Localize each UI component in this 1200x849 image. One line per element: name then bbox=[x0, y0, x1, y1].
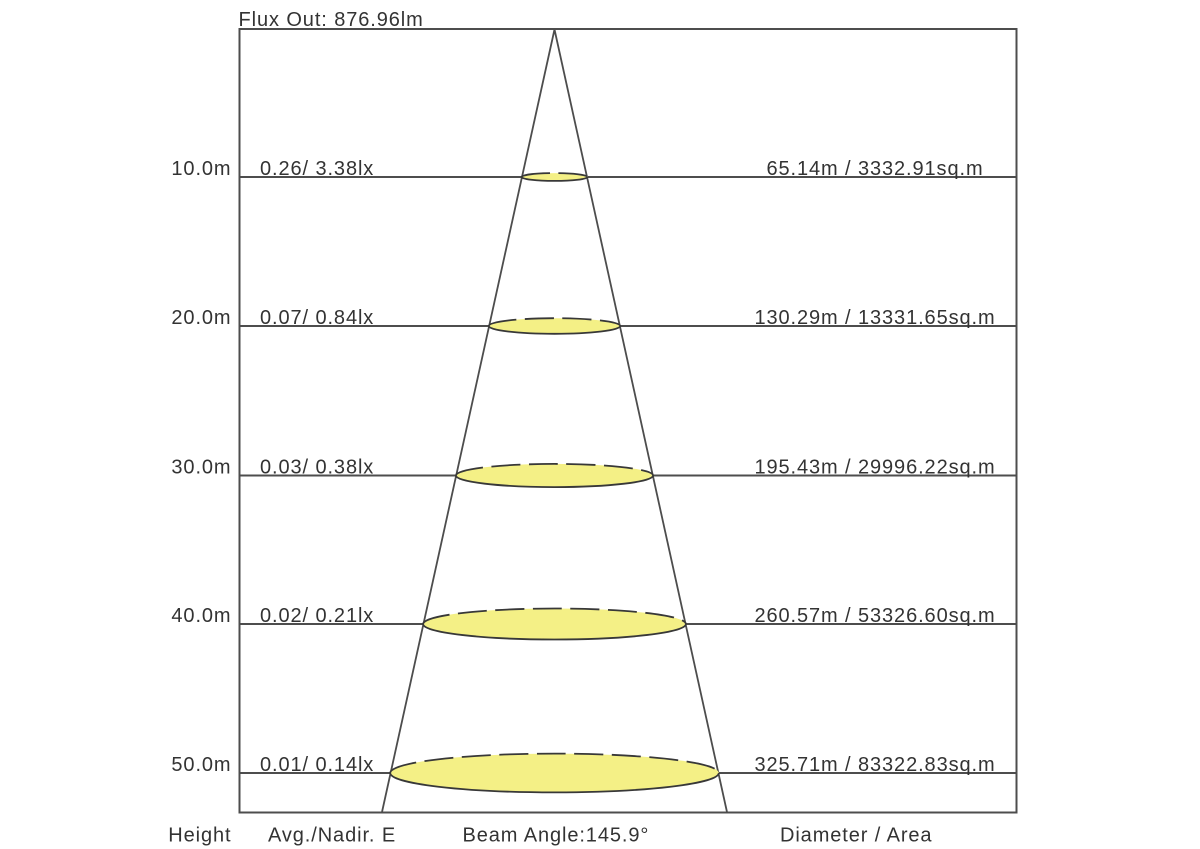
svg-text:0.26/ 3.38lx: 0.26/ 3.38lx bbox=[260, 158, 374, 180]
svg-text:Beam Angle:145.9°: Beam Angle:145.9° bbox=[463, 825, 650, 847]
svg-text:260.57m / 53326.60sq.m: 260.57m / 53326.60sq.m bbox=[754, 605, 995, 627]
svg-text:130.29m / 13331.65sq.m: 130.29m / 13331.65sq.m bbox=[754, 307, 995, 329]
svg-text:0.03/ 0.38lx: 0.03/ 0.38lx bbox=[260, 456, 374, 478]
svg-text:50.0m: 50.0m bbox=[171, 754, 231, 776]
svg-text:Flux Out: 876.96lm: Flux Out: 876.96lm bbox=[239, 9, 424, 31]
svg-text:Diameter / Area: Diameter / Area bbox=[780, 825, 932, 847]
svg-text:20.0m: 20.0m bbox=[171, 307, 231, 329]
svg-text:65.14m / 3332.91sq.m: 65.14m / 3332.91sq.m bbox=[766, 158, 983, 180]
svg-text:0.01/ 0.14lx: 0.01/ 0.14lx bbox=[260, 754, 374, 776]
svg-text:Avg./Nadir. E: Avg./Nadir. E bbox=[268, 825, 396, 847]
svg-text:0.07/ 0.84lx: 0.07/ 0.84lx bbox=[260, 307, 374, 329]
svg-text:195.43m / 29996.22sq.m: 195.43m / 29996.22sq.m bbox=[754, 456, 995, 478]
svg-text:40.0m: 40.0m bbox=[171, 605, 231, 627]
svg-text:0.02/ 0.21lx: 0.02/ 0.21lx bbox=[260, 605, 374, 627]
svg-text:Height: Height bbox=[168, 825, 231, 847]
svg-text:325.71m / 83322.83sq.m: 325.71m / 83322.83sq.m bbox=[754, 754, 995, 776]
svg-text:30.0m: 30.0m bbox=[171, 456, 231, 478]
svg-text:10.0m: 10.0m bbox=[171, 158, 231, 180]
